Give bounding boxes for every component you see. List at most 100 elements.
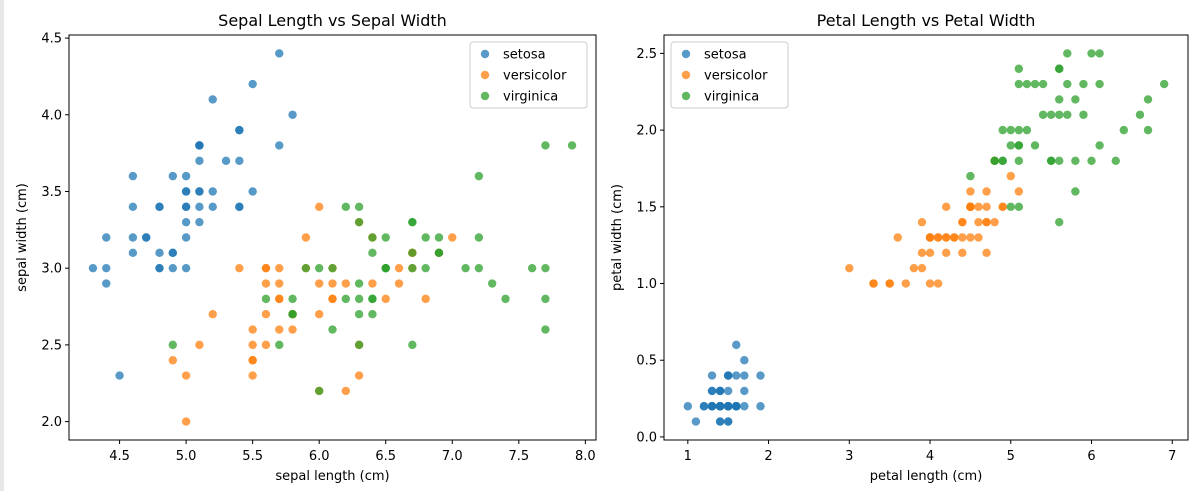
- data-point-virginica: [475, 264, 483, 272]
- data-point-virginica: [169, 341, 177, 349]
- legend-marker-versicolor: [682, 71, 690, 79]
- data-point-virginica: [1055, 65, 1063, 73]
- data-point-setosa: [235, 203, 243, 211]
- data-point-virginica: [528, 264, 536, 272]
- data-point-virginica: [1095, 80, 1103, 88]
- data-point-versicolor: [982, 187, 990, 195]
- data-point-virginica: [435, 249, 443, 257]
- y-tick-label: 4.5: [41, 32, 62, 47]
- data-point-versicolor: [382, 295, 390, 303]
- legend-label-setosa: setosa: [704, 48, 747, 63]
- data-point-versicolor: [982, 218, 990, 226]
- data-point-versicolor: [355, 371, 363, 379]
- data-point-versicolor: [974, 218, 982, 226]
- data-point-virginica: [1063, 49, 1071, 57]
- y-tick-label: 3.0: [41, 262, 62, 277]
- data-point-setosa: [102, 233, 110, 241]
- data-point-versicolor: [315, 310, 323, 318]
- data-point-virginica: [541, 141, 549, 149]
- data-point-virginica: [1160, 80, 1168, 88]
- data-point-setosa: [716, 387, 724, 395]
- data-point-versicolor: [182, 371, 190, 379]
- data-point-setosa: [182, 218, 190, 226]
- data-point-virginica: [1136, 111, 1144, 119]
- data-point-virginica: [541, 325, 549, 333]
- data-point-setosa: [708, 387, 716, 395]
- data-point-versicolor: [885, 279, 893, 287]
- data-point-versicolor: [328, 279, 336, 287]
- data-point-setosa: [740, 387, 748, 395]
- legend-label-virginica: virginica: [704, 90, 759, 105]
- data-point-virginica: [1063, 111, 1071, 119]
- data-point-virginica: [488, 279, 496, 287]
- petal-scatter-plot: Petal Length vs Petal Width1 2 3 4 5 6 70.00.5…: [610, 11, 1188, 484]
- data-point-setosa: [275, 141, 283, 149]
- data-point-virginica: [1015, 157, 1023, 165]
- data-point-versicolor: [845, 264, 853, 272]
- x-tick-label: 6: [1087, 449, 1095, 464]
- data-point-setosa: [182, 187, 190, 195]
- data-point-virginica: [368, 310, 376, 318]
- y-tick-label: 1.0: [636, 277, 657, 292]
- legend-label-versicolor: versicolor: [503, 69, 567, 84]
- data-point-setosa: [102, 264, 110, 272]
- data-point-versicolor: [248, 371, 256, 379]
- data-point-virginica: [1047, 111, 1055, 119]
- data-point-versicolor: [966, 203, 974, 211]
- data-point-virginica: [421, 264, 429, 272]
- data-point-setosa: [248, 80, 256, 88]
- data-point-virginica: [1071, 187, 1079, 195]
- legend-marker-virginica: [682, 92, 690, 100]
- data-point-setosa: [195, 141, 203, 149]
- data-point-versicolor: [248, 325, 256, 333]
- chart-title: Petal Length vs Petal Width: [817, 11, 1036, 30]
- data-point-virginica: [1007, 126, 1015, 134]
- data-point-versicolor: [275, 295, 283, 303]
- data-point-virginica: [461, 264, 469, 272]
- x-tick-label: 1: [684, 449, 692, 464]
- data-point-versicolor: [421, 295, 429, 303]
- data-point-setosa: [724, 417, 732, 425]
- data-point-setosa: [716, 417, 724, 425]
- data-point-virginica: [302, 264, 310, 272]
- data-point-setosa: [740, 402, 748, 410]
- data-point-versicolor: [942, 233, 950, 241]
- data-point-setosa: [195, 203, 203, 211]
- data-point-virginica: [475, 172, 483, 180]
- data-point-versicolor: [209, 310, 217, 318]
- chart-title: Sepal Length vs Sepal Width: [218, 11, 447, 30]
- data-point-virginica: [1095, 49, 1103, 57]
- y-tick-label: 2.5: [636, 47, 657, 62]
- data-point-versicolor: [926, 249, 934, 257]
- data-point-virginica: [1079, 111, 1087, 119]
- data-point-versicolor: [368, 279, 376, 287]
- data-point-setosa: [724, 402, 732, 410]
- data-point-setosa: [724, 387, 732, 395]
- data-point-setosa: [89, 264, 97, 272]
- legend-label-setosa: setosa: [503, 48, 546, 63]
- y-tick-label: 0.0: [636, 430, 657, 445]
- data-point-versicolor: [918, 218, 926, 226]
- y-axis-label: sepal width (cm): [15, 183, 30, 292]
- data-point-versicolor: [974, 203, 982, 211]
- x-tick-label: 3: [845, 449, 853, 464]
- data-point-versicolor: [262, 279, 270, 287]
- data-point-setosa: [115, 371, 123, 379]
- data-point-virginica: [315, 264, 323, 272]
- data-point-setosa: [209, 203, 217, 211]
- data-point-virginica: [368, 233, 376, 241]
- data-point-virginica: [1071, 95, 1079, 103]
- data-point-virginica: [541, 264, 549, 272]
- data-point-setosa: [169, 264, 177, 272]
- data-point-versicolor: [275, 264, 283, 272]
- data-point-versicolor: [999, 203, 1007, 211]
- data-point-setosa: [288, 111, 296, 119]
- data-point-virginica: [999, 126, 1007, 134]
- data-point-versicolor: [918, 264, 926, 272]
- data-point-versicolor: [288, 325, 296, 333]
- data-point-versicolor: [869, 279, 877, 287]
- data-point-virginica: [355, 279, 363, 287]
- data-point-virginica: [1015, 126, 1023, 134]
- data-point-setosa: [235, 157, 243, 165]
- data-point-versicolor: [958, 218, 966, 226]
